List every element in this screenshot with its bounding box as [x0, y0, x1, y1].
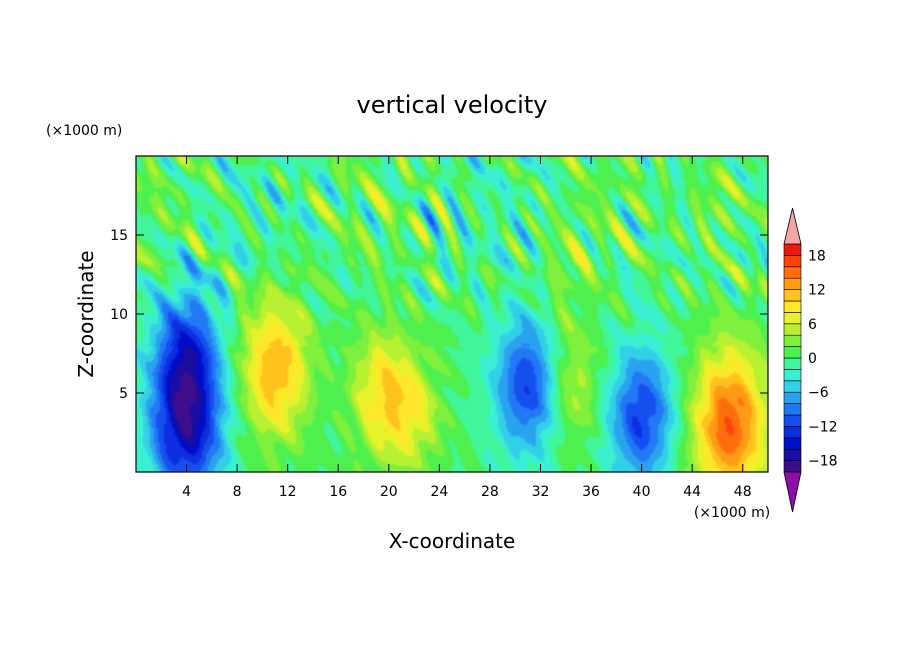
y-tick-label: 15 — [110, 228, 128, 244]
colorbar-segment — [783, 448, 802, 461]
colorbar-tick-label: 12 — [808, 283, 826, 299]
colorbar-tick-label: 6 — [808, 317, 817, 333]
colorbar-segment — [783, 380, 802, 393]
x-tick-label: 8 — [233, 484, 242, 500]
colorbar-segment — [783, 277, 802, 290]
heatmap-field — [136, 156, 768, 472]
colorbar-segment — [783, 414, 802, 427]
x-tick-label: 36 — [582, 484, 600, 500]
colorbar-segment — [783, 334, 802, 347]
y-axis: 5 10 15 — [110, 228, 768, 402]
colorbar-under-arrow — [783, 471, 802, 513]
x-tick-label: 40 — [633, 484, 651, 500]
colorbar-tick-label: 18 — [808, 248, 826, 264]
colorbar-segment — [783, 391, 802, 404]
x-tick-label: 28 — [481, 484, 499, 500]
chart-title: vertical velocity — [357, 91, 548, 119]
velocity-field-image — [136, 156, 768, 472]
x-tick-label: 4 — [182, 484, 191, 500]
y-unit-label: (×1000 m) — [46, 123, 122, 139]
colorbar-segment — [783, 426, 802, 439]
x-unit-label: (×1000 m) — [694, 505, 770, 521]
colorbar-segment — [783, 255, 802, 268]
colorbar-segment — [783, 243, 802, 256]
colorbar-segment — [783, 437, 802, 450]
x-axis-label: X-coordinate — [389, 529, 516, 553]
colorbar-tick-label: 0 — [808, 351, 817, 367]
colorbar-tick-label: −6 — [808, 385, 829, 401]
colorbar-segment — [783, 460, 802, 473]
colorbar-segment — [783, 323, 802, 336]
y-axis-label: Z-coordinate — [74, 250, 98, 377]
colorbar-segment — [783, 369, 802, 382]
x-tick-label: 44 — [683, 484, 701, 500]
colorbar-segment — [783, 289, 802, 302]
x-tick-label: 24 — [430, 484, 448, 500]
colorbar-segment — [783, 403, 802, 416]
y-tick-label: 10 — [110, 307, 128, 323]
colorbar-segment — [783, 266, 802, 279]
y-tick-label: 5 — [119, 386, 128, 402]
x-tick-label: 12 — [279, 484, 297, 500]
x-tick-label: 16 — [329, 484, 347, 500]
colorbar-segment — [783, 357, 802, 370]
x-axis: 4 8 12 16 20 24 28 32 36 40 44 48 — [182, 156, 752, 500]
colorbar: 18 12 6 0 −6 −12 −18 — [783, 207, 838, 513]
x-tick-label: 48 — [734, 484, 752, 500]
colorbar-tick-label: −12 — [808, 419, 838, 435]
colorbar-segment — [783, 300, 802, 313]
x-tick-label: 20 — [380, 484, 398, 500]
colorbar-over-arrow — [783, 207, 802, 245]
colorbar-tick-label: −18 — [808, 454, 838, 470]
colorbar-segment — [783, 346, 802, 359]
colorbar-segment — [783, 312, 802, 325]
x-tick-label: 32 — [532, 484, 550, 500]
